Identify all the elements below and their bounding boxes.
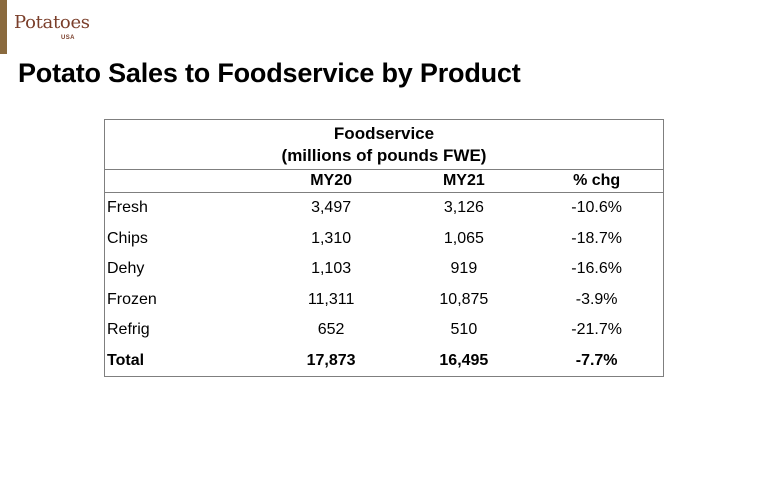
table-heading-line2: (millions of pounds FWE) <box>281 146 487 165</box>
table-row-dehy: Dehy 1,103 919 -16.6% <box>105 254 663 285</box>
cell-my20: 1,103 <box>311 260 352 278</box>
logo-wordmark: Potatoes <box>14 12 90 33</box>
column-header-my21: MY21 <box>442 172 485 189</box>
row-label: Total <box>107 351 145 369</box>
table-heading: Foodservice (millions of pounds FWE) <box>105 120 663 170</box>
potatoes-usa-logo: Potatoes USA <box>14 12 94 46</box>
cell-my21: 10,875 <box>439 290 489 308</box>
table-row-refrig: Refrig 652 510 -21.7% <box>105 315 663 346</box>
slide-title: Potato Sales to Foodservice by Product <box>18 58 521 88</box>
table-row-fresh: Fresh 3,497 3,126 -10.6% <box>105 193 663 224</box>
cell-my20: 3,497 <box>311 199 352 217</box>
table-row-chips: Chips 1,310 1,065 -18.7% <box>105 224 663 255</box>
column-header-my20: MY20 <box>310 172 352 189</box>
cell-pct-chg: -21.7% <box>571 321 622 339</box>
column-header-row: MY20 MY21 % chg <box>105 170 663 193</box>
cell-pct-chg: -7.7% <box>575 351 618 369</box>
cell-pct-chg: -16.6% <box>571 260 622 278</box>
table-row-frozen: Frozen 11,311 10,875 -3.9% <box>105 285 663 316</box>
table-heading-line1: Foodservice <box>333 124 435 143</box>
cell-my20: 1,310 <box>311 229 352 247</box>
cell-my21: 1,065 <box>443 229 484 247</box>
row-label: Fresh <box>107 199 148 217</box>
cell-pct-chg: -18.7% <box>571 229 622 247</box>
row-label: Refrig <box>107 321 150 339</box>
cell-my20: 652 <box>317 321 345 339</box>
row-label: Frozen <box>107 290 157 308</box>
foodservice-table: Foodservice (millions of pounds FWE) MY2… <box>104 119 664 377</box>
column-header-pct-chg: % chg <box>573 172 621 189</box>
cell-pct-chg: -3.9% <box>575 290 618 308</box>
row-label: Dehy <box>107 260 145 278</box>
cell-my21: 510 <box>450 321 478 339</box>
cell-my20: 17,873 <box>306 351 356 369</box>
cell-pct-chg: -10.6% <box>571 199 622 217</box>
logo-subtext: USA <box>61 35 75 41</box>
row-label: Chips <box>107 229 148 247</box>
cell-my21: 16,495 <box>439 351 489 369</box>
cell-my21: 3,126 <box>443 199 484 217</box>
table-row-total: Total 17,873 16,495 -7.7% <box>105 346 663 377</box>
cell-my20: 11,311 <box>307 290 355 308</box>
cell-my21: 919 <box>450 260 478 278</box>
accent-bar <box>0 0 7 54</box>
